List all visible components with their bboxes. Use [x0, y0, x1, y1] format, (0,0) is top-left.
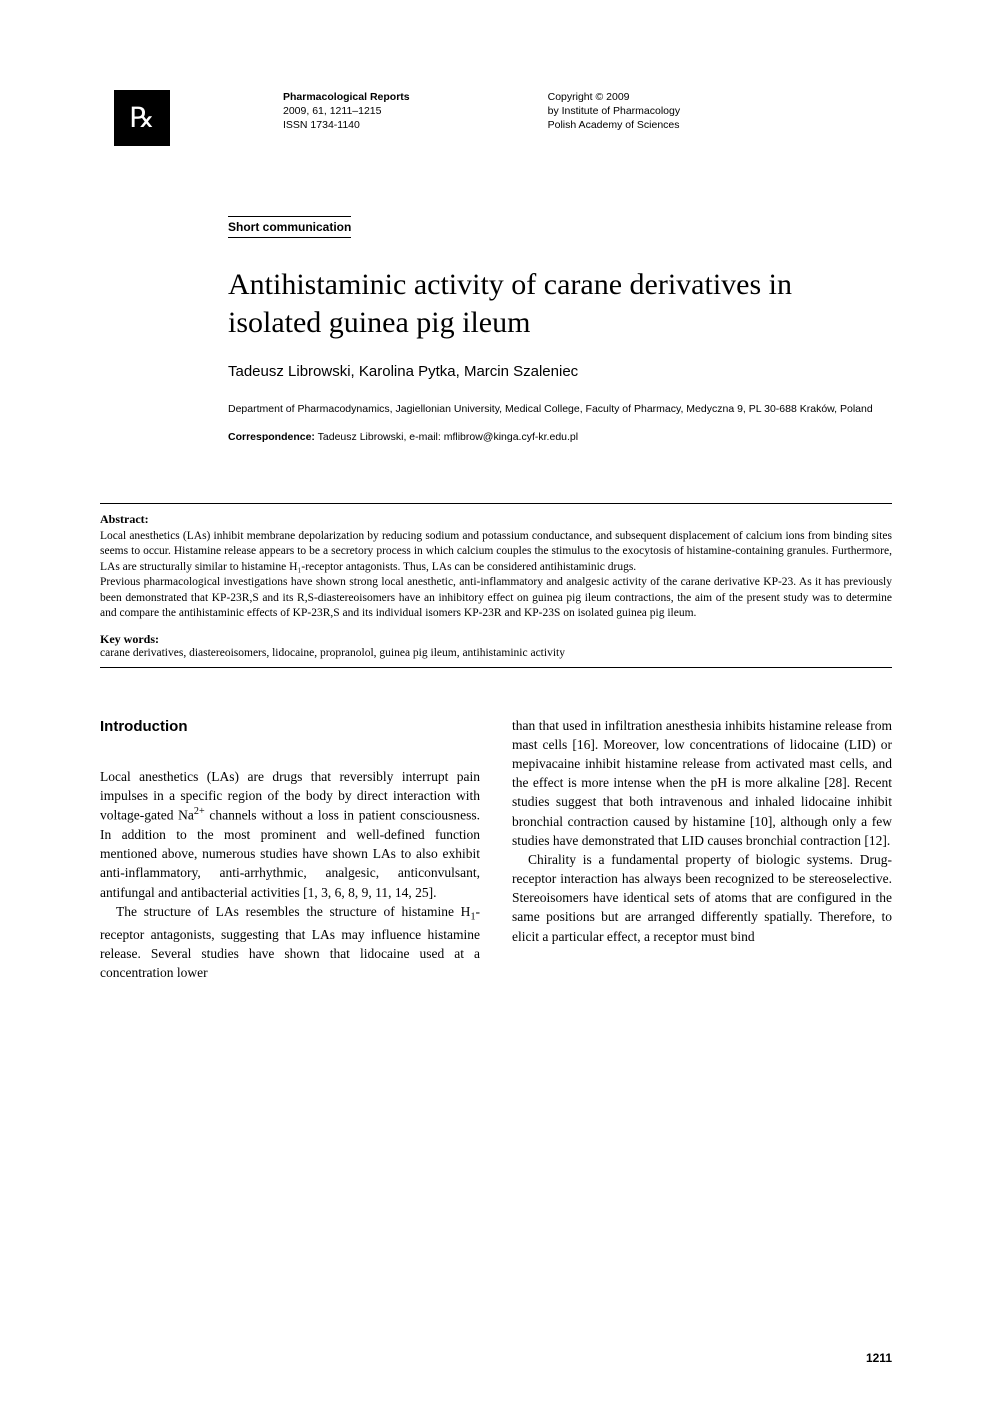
intro-p2a: The structure of LAs resembles the struc…	[116, 904, 470, 919]
article-type-label: Short communication	[228, 216, 351, 238]
abstract-section: Abstract: Local anesthetics (LAs) inhibi…	[100, 512, 892, 622]
copyright-line2: by Institute of Pharmacology	[548, 104, 681, 118]
intro-p2-cont: than that used in infiltration anesthesi…	[512, 716, 892, 850]
journal-issn: ISSN 1734-1140	[283, 118, 410, 132]
column-right: than that used in infiltration anesthesi…	[512, 716, 892, 982]
body-columns: Introduction Local anesthetics (LAs) are…	[100, 716, 892, 982]
superscript-2plus: 2+	[194, 806, 205, 817]
keywords-text: carane derivatives, diastereoisomers, li…	[100, 647, 892, 659]
journal-title: Pharmacological Reports	[283, 90, 410, 104]
author-affiliation: Department of Pharmacodynamics, Jagiello…	[228, 402, 892, 417]
column-left: Introduction Local anesthetics (LAs) are…	[100, 716, 480, 982]
abstract-p1: Local anesthetics (LAs) inhibit membrane…	[100, 529, 892, 576]
journal-info: Pharmacological Reports 2009, 61, 1211–1…	[283, 90, 410, 133]
journal-issue: 2009, 61, 1211–1215	[283, 104, 410, 118]
intro-p3: Chirality is a fundamental property of b…	[512, 850, 892, 946]
logo-glyph: ℞	[129, 101, 154, 135]
copyright-line3: Polish Academy of Sciences	[548, 118, 681, 132]
keywords-label: Key words:	[100, 632, 892, 647]
rule-bottom	[100, 667, 892, 668]
author-list: Tadeusz Librowski, Karolina Pytka, Marci…	[228, 363, 892, 380]
intro-p2: The structure of LAs resembles the struc…	[100, 902, 480, 983]
correspondence-text: Tadeusz Librowski, e-mail: mflibrow@king…	[315, 431, 578, 443]
keywords-section: Key words: carane derivatives, diastereo…	[100, 632, 892, 659]
abstract-label: Abstract:	[100, 512, 892, 527]
intro-p1: Local anesthetics (LAs) are drugs that r…	[100, 767, 480, 902]
correspondence-line: Correspondence: Tadeusz Librowski, e-mai…	[228, 431, 892, 443]
correspondence-label: Correspondence:	[228, 431, 315, 443]
journal-logo: ℞	[114, 90, 170, 146]
abstract-p2: Previous pharmacological investigations …	[100, 575, 892, 622]
article-title: Antihistaminic activity of carane deriva…	[228, 266, 892, 341]
rule-top	[100, 503, 892, 504]
page-number: 1211	[866, 1351, 892, 1365]
introduction-heading: Introduction	[100, 716, 480, 737]
abstract-text: Local anesthetics (LAs) inhibit membrane…	[100, 529, 892, 622]
copyright-line1: Copyright © 2009	[548, 90, 681, 104]
article-front-matter: Short communication Antihistaminic activ…	[228, 216, 892, 443]
copyright-info: Copyright © 2009 by Institute of Pharmac…	[548, 90, 681, 133]
page-header: ℞ Pharmacological Reports 2009, 61, 1211…	[114, 90, 892, 146]
